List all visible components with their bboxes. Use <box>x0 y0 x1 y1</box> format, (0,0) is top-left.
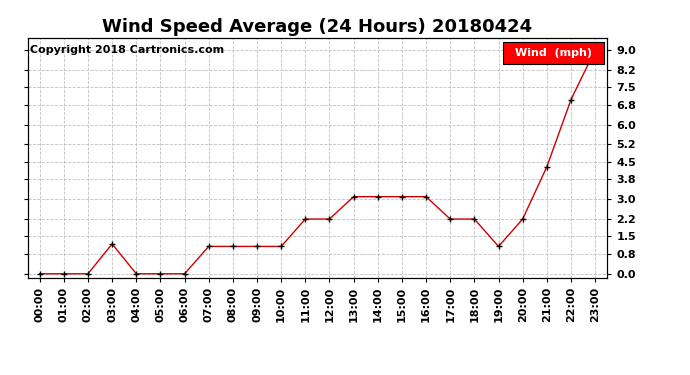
Text: Copyright 2018 Cartronics.com: Copyright 2018 Cartronics.com <box>30 45 225 55</box>
FancyBboxPatch shape <box>503 42 604 64</box>
Text: Wind  (mph): Wind (mph) <box>515 48 592 58</box>
Title: Wind Speed Average (24 Hours) 20180424: Wind Speed Average (24 Hours) 20180424 <box>102 18 533 36</box>
